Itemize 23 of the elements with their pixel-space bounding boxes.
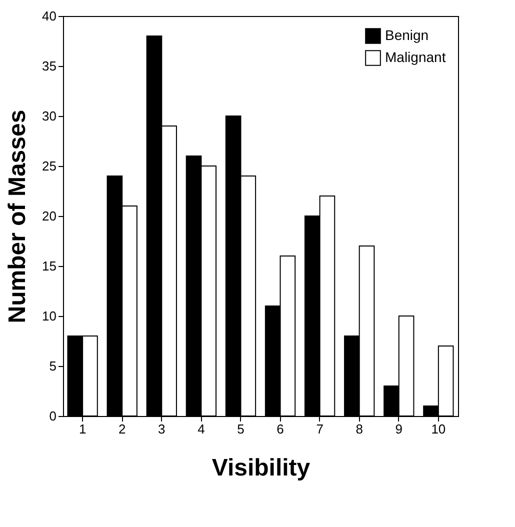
x-tick-label: 8 — [356, 422, 363, 436]
legend-label: Malignant — [385, 49, 446, 65]
y-tick-label: 0 — [49, 408, 56, 424]
legend-label: Benign — [385, 27, 429, 43]
y-axis-title: Number of Masses — [4, 110, 32, 324]
y-tick-label: 25 — [42, 158, 56, 174]
y-tick-label: 5 — [49, 358, 56, 374]
x-tick-label: 9 — [395, 422, 403, 436]
y-tick-label: 40 — [42, 8, 56, 24]
x-tick-label: 5 — [237, 422, 244, 436]
x-tick-label: 1 — [78, 422, 86, 436]
x-tick-label: 4 — [198, 422, 205, 436]
y-tick-label: 30 — [42, 108, 56, 124]
x-tick-label: 3 — [158, 422, 166, 436]
y-tick-label: 10 — [42, 308, 56, 324]
y-tick-label: 15 — [42, 258, 56, 274]
x-tick-label: 2 — [118, 422, 126, 436]
y-tick-label: 20 — [42, 208, 56, 224]
x-tick-label: 10 — [431, 422, 446, 436]
x-tick-label: 7 — [316, 422, 324, 436]
x-axis-title: Visibility — [212, 454, 311, 482]
x-tick-label: 6 — [276, 422, 284, 436]
y-tick-label: 35 — [42, 58, 56, 74]
